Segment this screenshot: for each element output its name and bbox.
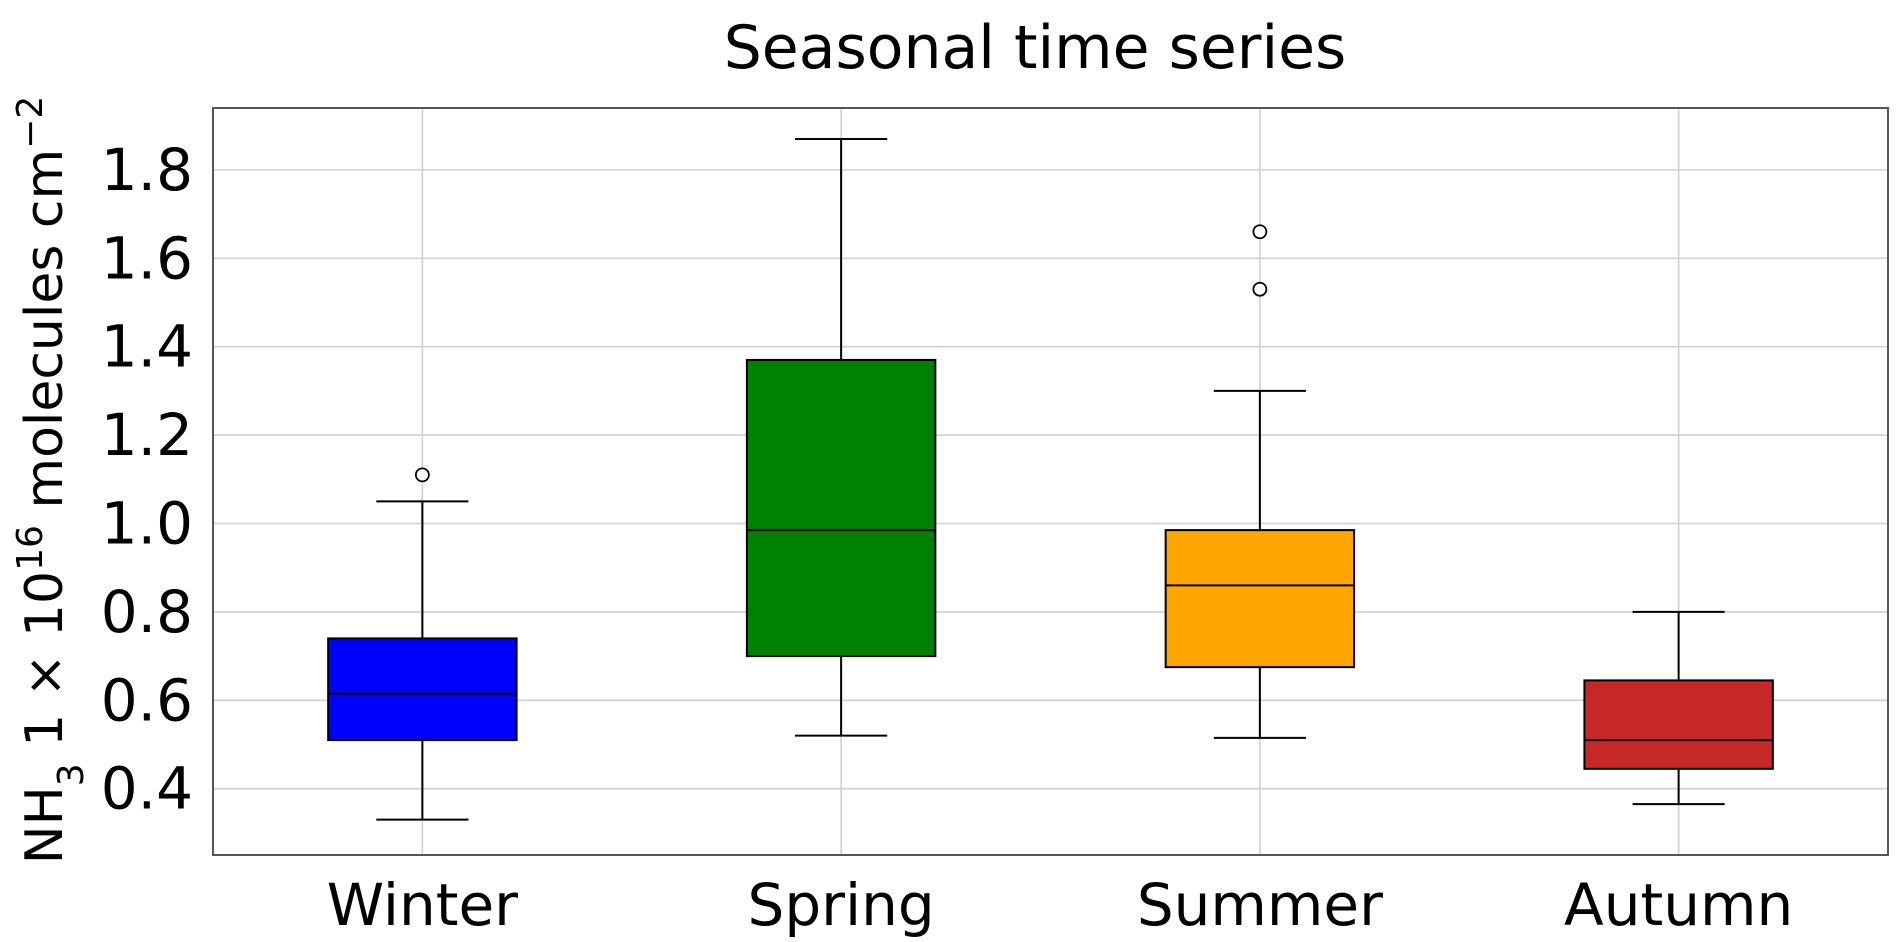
x-tick-label-winter: Winter <box>327 871 518 939</box>
iqr-box <box>1583 679 1774 770</box>
x-tick-label-summer: Summer <box>1137 871 1383 939</box>
y-tick-label-4: 1.2 <box>101 401 193 469</box>
y-label-subscript: 3 <box>51 763 92 786</box>
y-label-unit-exponent: −2 <box>10 96 51 149</box>
y-label-unit: molecules cm <box>15 149 75 525</box>
outlier-0 <box>414 467 430 483</box>
y-label-multiplier: 1 × 10 <box>15 571 75 763</box>
y-tick-labels: 0.4 0.6 0.8 1.0 1.2 1.4 1.6 1.8 <box>101 136 193 823</box>
y-tick-label-6: 1.6 <box>101 224 193 292</box>
box-winter <box>327 467 518 821</box>
y-axis-label: NH3 1 × 1016 molecules cm−2 <box>10 96 92 865</box>
x-tick-labels: Winter Spring Summer Autumn <box>327 871 1793 939</box>
y-tick-label-2: 0.8 <box>101 578 193 646</box>
y-label-exponent: 16 <box>10 525 51 571</box>
y-tick-label-1: 0.6 <box>101 666 193 734</box>
y-tick-label-5: 1.4 <box>101 313 193 381</box>
x-tick-label-autumn: Autumn <box>1564 871 1793 939</box>
y-tick-label-7: 1.8 <box>101 136 193 204</box>
x-tick-label-spring: Spring <box>748 871 935 939</box>
iqr-box <box>745 358 937 658</box>
iqr-box <box>327 637 518 742</box>
chart-title: Seasonal time series <box>724 13 1347 83</box>
y-tick-label-0: 0.4 <box>101 755 193 823</box>
box-autumn <box>1583 610 1774 806</box>
box-spring <box>745 137 937 737</box>
outlier-1 <box>1252 224 1268 240</box>
y-tick-label-3: 1.0 <box>101 489 193 557</box>
plot-frame <box>212 107 1889 856</box>
boxes <box>327 137 1774 821</box>
y-label-base: NH <box>15 786 75 864</box>
iqr-box <box>1164 529 1356 669</box>
outlier-0 <box>1252 281 1268 297</box>
box-summer <box>1164 224 1356 739</box>
